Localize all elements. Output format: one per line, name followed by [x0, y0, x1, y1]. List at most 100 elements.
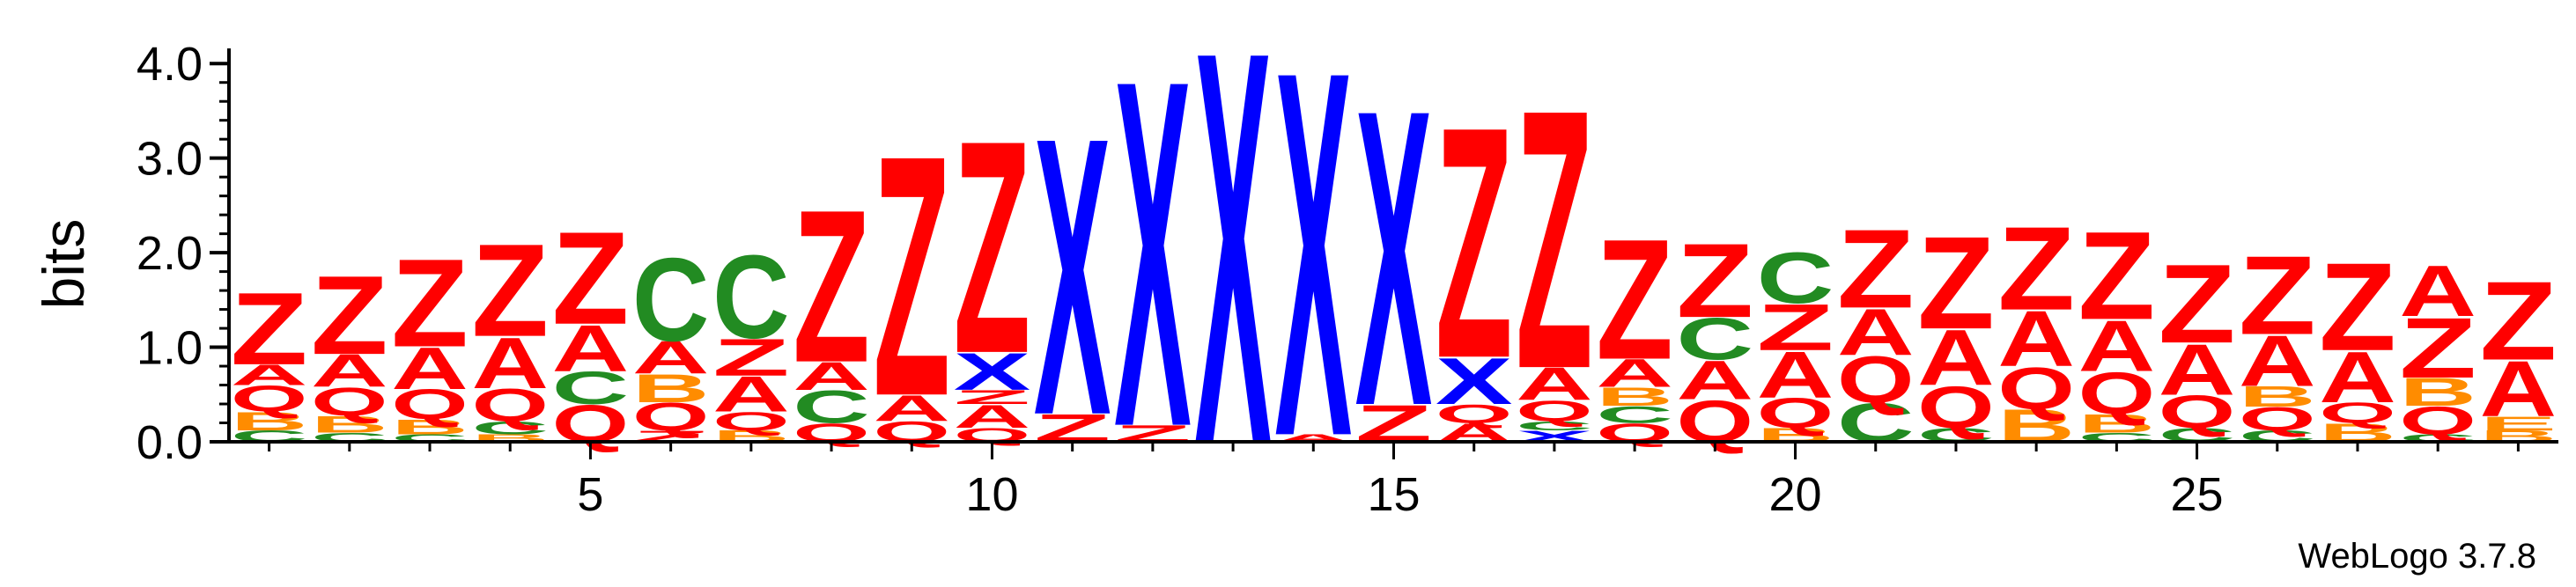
logo-glyph-a: A	[1837, 296, 1915, 369]
y-tick-label: 0.0	[137, 416, 203, 469]
logo-glyph-z: Z	[1516, 33, 1593, 446]
logo-glyph-b: B	[1596, 382, 1673, 412]
logo-glyph-q: Q	[632, 395, 710, 439]
logo-glyph-z: Z	[552, 205, 630, 353]
logo-glyph-z: Z	[2480, 258, 2558, 384]
logo-glyph-a: A	[552, 312, 630, 385]
logo-glyph-q: Q	[1436, 400, 1513, 429]
logo-glyph-z: Z	[954, 77, 1031, 416]
logo-glyph-z: Z	[954, 386, 1031, 408]
logo-glyph-x: X	[1436, 344, 1513, 418]
logo-glyph-q: Q	[1997, 355, 2075, 422]
x-tick-label: 25	[2171, 468, 2224, 521]
logo-glyph-z: Z	[2399, 300, 2476, 396]
logo-glyph-c: C	[793, 381, 870, 433]
logo-glyph-x: X	[954, 342, 1031, 401]
logo-glyph-a: A	[2239, 320, 2316, 401]
logo-glyph-z: Z	[1837, 206, 1915, 332]
x-tick-label: 5	[577, 468, 603, 521]
logo-glyph-a: A	[873, 388, 950, 429]
logo-glyph-a: A	[471, 322, 549, 403]
logo-glyph-a: A	[1516, 358, 1593, 410]
logo-glyph-q: Q	[2078, 360, 2156, 427]
logo-glyph-a: A	[231, 359, 308, 392]
y-tick-label: 2.0	[137, 227, 203, 280]
logo-glyph-z: Z	[1757, 290, 1834, 364]
logo-glyph-a: A	[2078, 305, 2156, 386]
logo-glyph-z: Z	[1436, 59, 1513, 428]
logo-glyph-z: Z	[873, 84, 950, 467]
logo-glyph-b: B	[231, 407, 308, 437]
logo-glyph-z: Z	[1596, 204, 1673, 396]
logo-glyph-c: C	[712, 231, 790, 363]
logo-glyph-c: C	[552, 362, 630, 414]
logo-glyph-q: Q	[2239, 400, 2316, 437]
logo-glyph-z: Z	[2078, 207, 2156, 347]
logo-glyph-a: A	[391, 335, 469, 402]
weblogo-credit: WebLogo 3.7.8	[2298, 537, 2536, 576]
logo-glyph-c: C	[1677, 305, 1754, 372]
logo-glyph-a: A	[2399, 250, 2476, 331]
logo-glyph-b: B	[632, 367, 710, 411]
logo-glyph-a: A	[1596, 351, 1673, 395]
logo-glyph-b: B	[2399, 371, 2476, 415]
y-tick-label: 4.0	[137, 38, 203, 91]
logo-glyph-q: Q	[2319, 397, 2396, 429]
logo-glyph-b: B	[391, 415, 469, 439]
logo-glyph-a: A	[632, 332, 710, 384]
logo-glyph-e: E	[2480, 413, 2558, 435]
logo-glyph-z: Z	[471, 217, 549, 365]
y-axis-ticks: 0.0 1.0 2.0 3.0 4.0	[137, 38, 229, 469]
logo-glyph-a: A	[954, 398, 1031, 435]
logo-glyph-z: Z	[1917, 209, 1995, 357]
logo-glyph-q: Q	[712, 407, 790, 437]
logo-glyph-q: Q	[471, 379, 549, 431]
logo-glyph-c: C	[1596, 401, 1673, 428]
logo-glyph-q: Q	[1917, 374, 1995, 441]
logo-glyph-q: Q	[1757, 390, 1834, 437]
logo-glyph-z: Z	[2319, 238, 2396, 378]
logo-glyph-c: C	[471, 418, 549, 438]
x-axis-ticks: 5 10 15 20 25	[268, 442, 2520, 521]
logo-glyph-z: Z	[1997, 202, 2075, 334]
x-tick-label: 15	[1367, 468, 1420, 521]
logo-glyph-b: B	[2239, 381, 2316, 414]
logo-glyph-a: A	[1997, 294, 2075, 383]
logo-glyph-x: X	[1275, 0, 1353, 545]
logo-glyph-q: Q	[1837, 342, 1915, 416]
logo-glyph-z: Z	[2159, 241, 2236, 367]
logo-glyph-b: B	[2078, 408, 2156, 438]
logo-glyph-c: C	[632, 234, 710, 366]
logo-glyph-x: X	[1194, 0, 1272, 561]
logo-glyph-q: Q	[311, 379, 388, 423]
logo-glyph-z: Z	[793, 165, 870, 408]
logo-glyph-x: X	[1034, 56, 1111, 498]
logo-glyph-a: A	[2480, 344, 2558, 433]
logo-glyph-z: Z	[2239, 232, 2316, 358]
logo-glyph-z: Z	[391, 234, 469, 374]
logo-glyph-a: A	[1757, 339, 1834, 412]
logo-glyph-a: A	[311, 345, 388, 397]
logo-glyph-c: C	[1757, 237, 1834, 318]
y-tick-label: 3.0	[137, 133, 203, 186]
logo-glyph-q: Q	[2159, 385, 2236, 437]
logo-glyph-q: Q	[231, 378, 308, 420]
logo-glyph-a: A	[2319, 336, 2396, 417]
logo-glyph-z: Z	[712, 328, 790, 387]
logo-glyph-a: A	[1677, 350, 1754, 412]
logo-glyph-q: Q	[1516, 395, 1593, 428]
logo-glyph-b: B	[311, 411, 388, 437]
logo-glyph-c: C	[1516, 419, 1593, 434]
logo-glyph-q: Q	[2399, 399, 2476, 443]
logo-glyph-z: Z	[1677, 222, 1754, 340]
y-axis-label: bits	[31, 219, 96, 310]
logo-glyph-q: Q	[391, 381, 469, 428]
logo-glyph-a: A	[793, 355, 870, 399]
logo-glyph-x: X	[1355, 21, 1433, 494]
x-tick-label: 10	[965, 468, 1018, 521]
logo-glyph-z: Z	[311, 252, 388, 378]
y-tick-label: 1.0	[137, 322, 203, 375]
logo-glyph-a: A	[712, 366, 790, 422]
logo-glyph-z: Z	[231, 271, 308, 386]
